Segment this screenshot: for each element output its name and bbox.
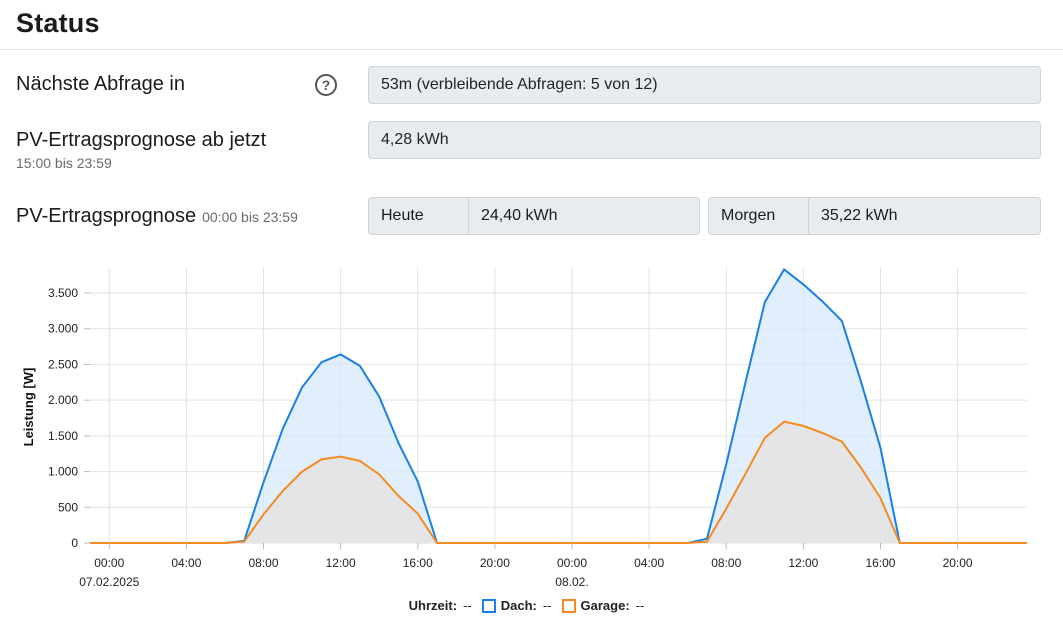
legend-dach-label: Dach: xyxy=(500,598,537,613)
x-tick-label: 12:00 xyxy=(326,556,356,570)
y-axis-label: Leistung [W] xyxy=(21,368,36,447)
x-tick-date-label: 07.02.2025 xyxy=(79,575,139,589)
y-tick-label: 2.500 xyxy=(48,357,78,371)
forecast-day-timerange: 00:00 bis 23:59 xyxy=(202,209,298,225)
x-tick-label: 12:00 xyxy=(788,556,818,570)
forecast-today-group: Heute 24,40 kWh xyxy=(368,197,700,235)
y-tick-label: 3.000 xyxy=(48,322,78,336)
forecast-now-label: PV-Ertragsprognose ab jetzt xyxy=(16,129,267,151)
legend-garage-label: Garage: xyxy=(580,598,630,613)
x-tick-label: 08:00 xyxy=(249,556,279,570)
legend-garage-swatch xyxy=(561,598,576,613)
series-area-dach xyxy=(90,269,1027,543)
forecast-tomorrow-value: 35,22 kWh xyxy=(821,207,898,224)
x-tick-label: 08:00 xyxy=(711,556,741,570)
series-line-garage xyxy=(90,420,1027,544)
forecast-now-value: 4,28 kWh xyxy=(368,121,1041,159)
chart-areas xyxy=(90,269,1027,543)
legend-dach-swatch xyxy=(481,598,496,613)
legend-garage-value: -- xyxy=(635,598,645,613)
legend-garage[interactable]: Garage: -- xyxy=(561,598,645,613)
forecast-tomorrow-label: Morgen xyxy=(709,198,809,234)
y-tick-label: 500 xyxy=(58,500,78,514)
x-tick-label: 16:00 xyxy=(865,556,895,570)
x-tick-label: 04:00 xyxy=(171,556,201,570)
power-forecast-chart[interactable]: 0 500 1.000 1.500 2.000 2.500 3.000 3.500 00:00 0… xyxy=(0,258,1063,593)
header-bar: Status xyxy=(0,0,1063,50)
forecast-now-timerange: 15:00 bis 23:59 xyxy=(16,155,112,171)
question-circle-icon[interactable]: ? xyxy=(315,74,337,96)
x-tick-label: 20:00 xyxy=(943,556,973,570)
forecast-today-value: 24,40 kWh xyxy=(481,207,558,224)
legend-dach-value: -- xyxy=(542,598,552,613)
next-query-label: Nächste Abfrage in xyxy=(16,73,185,95)
legend-time-label: Uhrzeit: xyxy=(408,598,458,613)
legend-dach[interactable]: Dach: -- xyxy=(481,598,552,613)
x-tick-date-label: 08.02. xyxy=(555,575,588,589)
y-tick-label: 1.000 xyxy=(48,465,78,479)
page-title: Status xyxy=(16,8,100,38)
y-tick-label: 3.500 xyxy=(48,286,78,300)
forecast-tomorrow-group: Morgen 35,22 kWh xyxy=(708,197,1041,235)
x-tick-label: 16:00 xyxy=(403,556,433,570)
forecast-today-label: Heute xyxy=(369,198,469,234)
x-tick-label: 04:00 xyxy=(634,556,664,570)
legend-time: Uhrzeit: -- xyxy=(409,598,472,613)
chart-lines xyxy=(90,268,1027,544)
chart-legend: Uhrzeit: -- Dach: -- Garage: -- xyxy=(0,598,1063,613)
x-tick-label: 00:00 xyxy=(557,556,587,570)
x-tick-label: 00:00 xyxy=(94,556,124,570)
forecast-day-label-row: PV-Ertragsprognose 00:00 bis 23:59 xyxy=(16,205,298,228)
legend-time-value: -- xyxy=(463,598,472,613)
forecast-day-label: PV-Ertragsprognose xyxy=(16,205,197,227)
series-area-garage xyxy=(90,421,1027,543)
y-tick-label: 2.000 xyxy=(48,393,78,407)
x-tick-label: 20:00 xyxy=(480,556,510,570)
chart-axes: 0 500 1.000 1.500 2.000 2.500 3.000 3.500 00:00 0… xyxy=(48,286,973,589)
y-tick-label: 1.500 xyxy=(48,429,78,443)
y-tick-label: 0 xyxy=(71,536,78,550)
next-query-value: 53m (verbleibende Abfragen: 5 von 12) xyxy=(368,66,1041,104)
